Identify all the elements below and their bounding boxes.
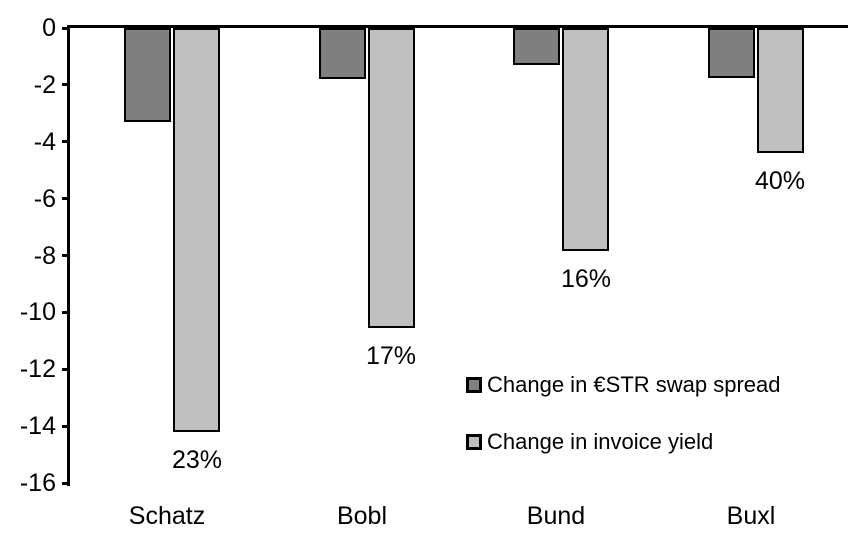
category-label-buxl: Buxl xyxy=(726,502,776,530)
bar-series1-bund xyxy=(562,28,609,251)
y-axis-tick-mark xyxy=(62,425,70,428)
bar-series1-buxl xyxy=(757,28,804,153)
legend-label-invoice-yield: Change in invoice yield xyxy=(487,429,714,454)
bar-series0-bobl xyxy=(319,28,366,79)
legend: Change in €STR swap spread Change in inv… xyxy=(466,372,781,486)
legend-item-invoice-yield: Change in invoice yield xyxy=(466,429,781,455)
y-axis-tick-label: -6 xyxy=(33,185,56,213)
legend-item-swap-spread: Change in €STR swap spread xyxy=(466,372,781,398)
y-axis-tick-mark xyxy=(62,368,70,371)
y-axis-tick-label: -14 xyxy=(19,412,56,440)
bar-series0-bund xyxy=(513,28,560,65)
y-axis-tick-mark xyxy=(62,197,70,200)
bar-data-label-bobl: 17% xyxy=(365,342,417,370)
y-axis-tick-label: -2 xyxy=(33,71,56,99)
x-axis-zero-line xyxy=(67,25,848,28)
y-axis-tick-label: -12 xyxy=(19,355,56,383)
y-axis-tick-mark xyxy=(62,311,70,314)
category-label-bund: Bund xyxy=(526,502,586,530)
bar-data-label-schatz: 23% xyxy=(171,446,223,474)
legend-label-swap-spread: Change in €STR swap spread xyxy=(487,372,781,397)
bar-series1-schatz xyxy=(173,28,220,432)
bar-data-label-buxl: 40% xyxy=(754,167,806,195)
y-axis-tick-mark xyxy=(62,27,70,30)
legend-swatch-swap-spread-icon xyxy=(466,377,482,393)
y-axis-tick-label: -16 xyxy=(19,469,56,497)
legend-swatch-invoice-yield-icon xyxy=(466,434,482,450)
bar-data-label-bund: 16% xyxy=(560,265,612,293)
y-axis-tick-label: -8 xyxy=(33,242,56,270)
y-axis-tick-label: -4 xyxy=(33,128,56,156)
y-axis-tick-mark xyxy=(62,83,70,86)
y-axis-tick-label: -10 xyxy=(19,298,56,326)
bar-series0-schatz xyxy=(124,28,171,122)
y-axis-tick-mark xyxy=(62,254,70,257)
y-axis-tick-label: 0 xyxy=(42,14,56,42)
y-axis-tick-mark xyxy=(62,482,70,485)
bar-series1-bobl xyxy=(368,28,415,328)
category-label-schatz: Schatz xyxy=(128,502,206,530)
y-axis-tick-mark xyxy=(62,140,70,143)
category-label-bobl: Bobl xyxy=(336,502,388,530)
bar-series0-buxl xyxy=(708,28,755,78)
